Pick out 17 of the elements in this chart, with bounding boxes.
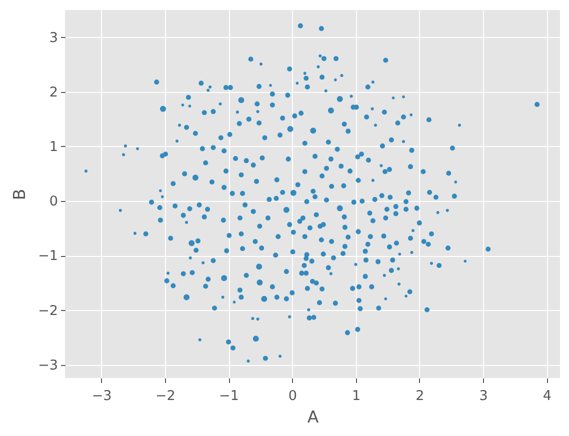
x-tick-label: 0 <box>288 388 297 404</box>
x-tick-label: 3 <box>479 388 488 404</box>
x-tick-label: −3 <box>92 388 112 404</box>
x-tick-label: 1 <box>352 388 361 404</box>
y-tick-label: −1 <box>38 248 58 264</box>
y-tick-label: 3 <box>49 30 58 46</box>
x-tick-label: −2 <box>155 388 176 404</box>
x-tick-label: 2 <box>416 388 424 404</box>
x-axis-title: A <box>307 408 320 426</box>
y-tick-label: 1 <box>49 139 58 155</box>
y-tick-label: −2 <box>38 302 58 319</box>
y-tick-label: 0 <box>49 194 58 210</box>
x-tick-label: −1 <box>219 388 239 404</box>
x-tick-label: 4 <box>542 388 552 404</box>
y-tick-label: −3 <box>38 357 58 374</box>
y-tick-label: 2 <box>49 84 58 100</box>
y-axis-title: B <box>10 188 30 200</box>
